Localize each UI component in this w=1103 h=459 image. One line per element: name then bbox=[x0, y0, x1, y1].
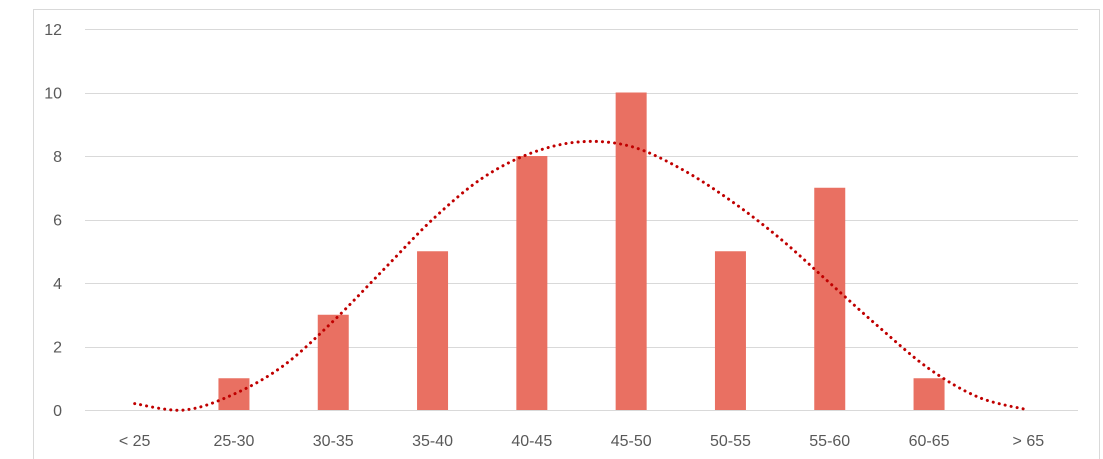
x-tick-label: 50-55 bbox=[710, 433, 751, 450]
y-tick-label: 0 bbox=[53, 403, 62, 420]
grid-lines bbox=[85, 30, 1078, 411]
bar-30-35 bbox=[318, 315, 349, 410]
x-tick-label: > 65 bbox=[1013, 433, 1045, 450]
trendline-curve bbox=[135, 141, 1029, 410]
x-tick-label: < 25 bbox=[119, 433, 151, 450]
trendline bbox=[135, 141, 1029, 410]
x-tick-label: 35-40 bbox=[412, 433, 453, 450]
x-tick-label: 60-65 bbox=[909, 433, 950, 450]
y-tick-label: 6 bbox=[53, 213, 62, 230]
bar-40-45 bbox=[516, 156, 547, 410]
bars bbox=[218, 93, 944, 411]
y-tick-label: 4 bbox=[53, 276, 62, 293]
x-tick-label: 55-60 bbox=[809, 433, 850, 450]
x-tick-label: 25-30 bbox=[213, 433, 254, 450]
bar-60-65 bbox=[914, 378, 945, 410]
y-tick-label: 12 bbox=[44, 22, 62, 39]
bar-55-60 bbox=[814, 188, 845, 410]
y-tick-label: 8 bbox=[53, 149, 62, 166]
y-tick-label: 2 bbox=[53, 340, 62, 357]
x-tick-label: 45-50 bbox=[611, 433, 652, 450]
bar-35-40 bbox=[417, 251, 448, 410]
x-tick-label: 30-35 bbox=[313, 433, 354, 450]
bar-50-55 bbox=[715, 251, 746, 410]
x-axis-tick-labels: < 25 25-30 30-35 35-40 40-45 45-50 50-55 55-60 6… bbox=[119, 433, 1044, 450]
y-axis-tick-labels: 0 2 4 6 8 10 12 bbox=[44, 22, 62, 420]
y-tick-label: 10 bbox=[44, 86, 62, 103]
x-tick-label: 40-45 bbox=[511, 433, 552, 450]
bar-45-50 bbox=[616, 93, 647, 411]
